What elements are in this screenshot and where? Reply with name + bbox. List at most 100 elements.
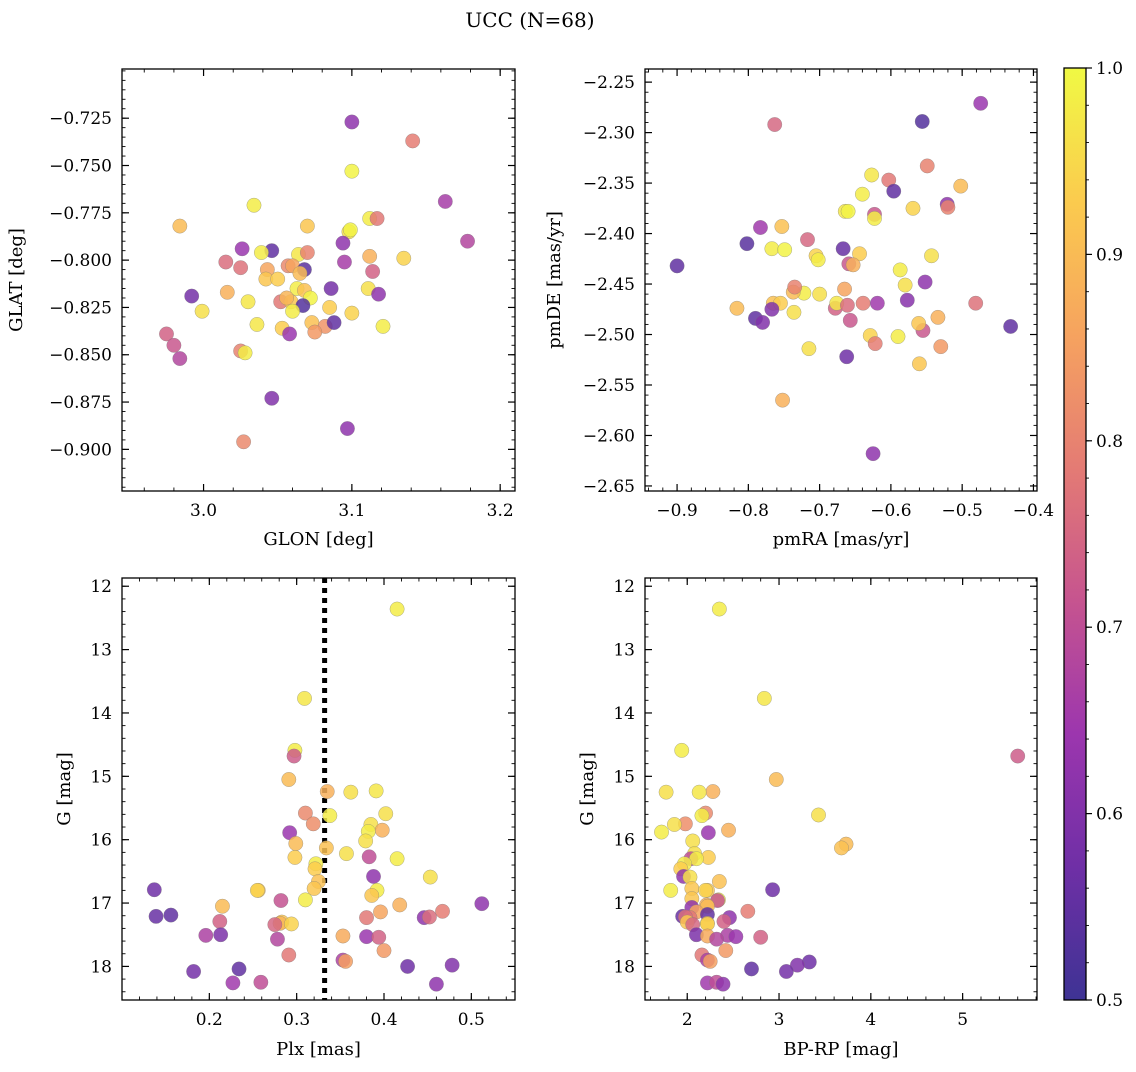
data-point [765, 882, 781, 898]
data-point [930, 309, 946, 325]
colorbar-tick-label: 0.7 [1096, 618, 1123, 638]
y-tick-label: 18 [90, 957, 112, 977]
y-tick-label: −2.35 [583, 174, 635, 194]
data-point [767, 117, 783, 132]
y-tick-label: 14 [90, 704, 112, 724]
data-point [218, 254, 234, 270]
data-point [711, 874, 727, 889]
data-point [186, 964, 202, 979]
data-point [236, 434, 252, 450]
data-point [685, 833, 701, 849]
data-point [812, 286, 828, 302]
data-point [307, 861, 323, 877]
figure-title: UCC (N=68) [465, 8, 594, 32]
data-point [865, 446, 881, 462]
x-tick-label: 0.4 [370, 1010, 397, 1030]
axes-frame [121, 68, 516, 492]
data-point [264, 390, 280, 406]
data-point [852, 246, 867, 262]
data-point [163, 907, 179, 923]
data-point [764, 241, 780, 257]
pmra-pmde-panel: −0.9 −0.8 −0.7 −0.6 −0.5 −0.4 −2.25 −2.30 −2.35 −… [544, 68, 1054, 550]
data-point [810, 252, 826, 268]
data-point [389, 601, 405, 617]
data-point [214, 898, 230, 914]
data-point [428, 976, 444, 992]
data-point [669, 258, 685, 274]
data-point [953, 178, 969, 194]
y-tick-label: 12 [90, 577, 112, 597]
data-point [305, 816, 321, 832]
data-point [919, 158, 935, 174]
data-point [801, 341, 817, 357]
y-axis-label: G [mag] [577, 752, 598, 825]
data-point [322, 299, 338, 315]
y-tick-label: −2.50 [583, 326, 635, 346]
data-point [273, 893, 289, 908]
data-point [338, 953, 354, 969]
y-axis-label: pmDE [mas/yr] [544, 211, 565, 349]
data-point [361, 849, 377, 865]
data-point [392, 897, 408, 913]
x-axis-label: BP-RP [mag] [783, 1039, 898, 1060]
y-tick-label: 12 [613, 577, 635, 597]
data-point [283, 916, 299, 932]
colorbar-tick-label: 0.6 [1096, 805, 1123, 825]
data-point [437, 194, 453, 209]
data-point [213, 927, 229, 943]
glon-glat-panel: 3.0 3.1 3.2 −0.725 −0.750 −0.775 −0.800 −0.825 −… [6, 68, 516, 550]
data-point [148, 908, 164, 924]
data-point [1003, 318, 1019, 334]
data-point [897, 277, 913, 293]
data-point [234, 241, 250, 257]
data-point [702, 953, 718, 969]
data-point [924, 248, 939, 264]
data-point [405, 133, 421, 149]
data-point [288, 836, 304, 851]
data-point [787, 279, 803, 295]
data-point [322, 808, 338, 824]
data-point [342, 222, 358, 238]
data-point [1010, 748, 1026, 764]
data-point [756, 690, 772, 706]
data-point [753, 220, 768, 235]
data-point [249, 317, 265, 332]
data-point [933, 339, 949, 355]
data-point [319, 784, 335, 799]
y-tick-label: 17 [613, 894, 635, 914]
colorbar-gradient [1063, 67, 1087, 1001]
data-point [233, 260, 249, 276]
data-point [159, 326, 174, 342]
data-point [899, 292, 915, 308]
data-point [663, 882, 679, 898]
x-axis-label: GLON [deg] [263, 529, 373, 550]
y-tick-label: 15 [90, 767, 112, 787]
data-point [709, 931, 725, 947]
data-point [718, 943, 734, 959]
y-tick-label: −2.55 [583, 376, 635, 396]
data-point [362, 248, 378, 264]
data-point [374, 822, 390, 838]
y-axis-label: GLAT [deg] [6, 228, 27, 332]
y-tick-label: 17 [90, 894, 112, 914]
data-point [835, 241, 851, 257]
data-point [786, 304, 802, 320]
axes-frame [644, 68, 1038, 492]
data-point [444, 957, 460, 973]
x-tick-label: 3.0 [190, 501, 217, 521]
data-point [389, 851, 405, 867]
plx-g-panel: 0.2 0.3 0.4 0.5 12 13 14 15 16 17 18 Plx [mas] G [ma… [54, 577, 516, 1060]
data-point [422, 869, 438, 885]
data-point [146, 882, 162, 898]
data-point [297, 690, 312, 706]
x-tick-label: −0.6 [870, 501, 911, 521]
data-point [299, 245, 315, 261]
x-tick-label: 3 [774, 1010, 785, 1030]
data-point [694, 808, 710, 824]
colorbar-tick-label: 0.9 [1096, 245, 1123, 265]
data-point [764, 301, 780, 317]
data-point [237, 345, 253, 361]
colorbar: 0.5 0.6 0.7 0.8 0.9 1.0 [1063, 59, 1123, 1011]
data-point [281, 947, 297, 963]
